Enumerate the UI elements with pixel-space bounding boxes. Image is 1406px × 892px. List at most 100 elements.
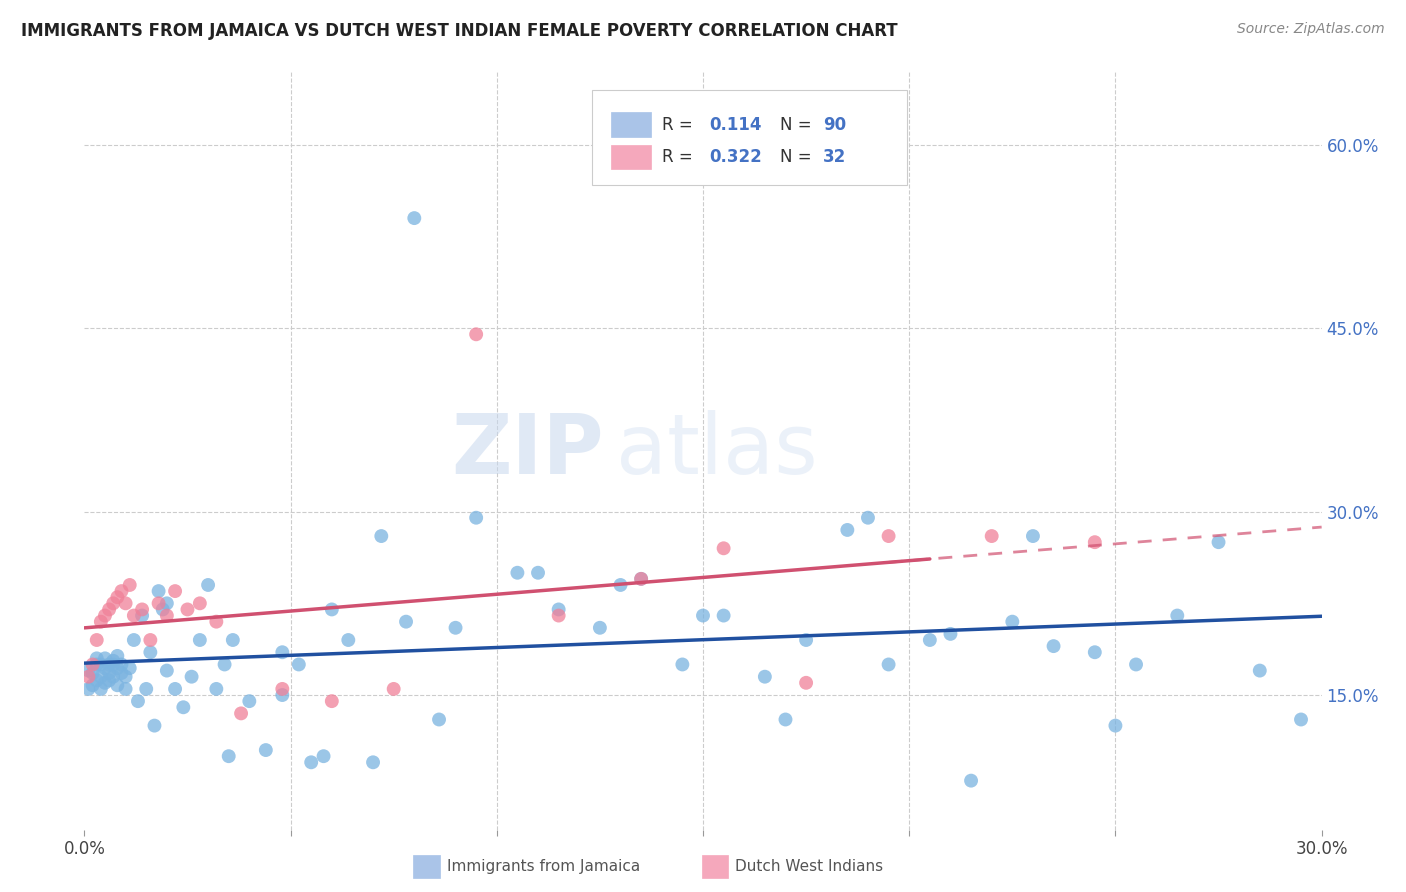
- Point: [794, 633, 817, 648]
- Point: [127, 694, 149, 708]
- Point: [197, 578, 219, 592]
- Point: [165, 584, 187, 599]
- Point: [94, 661, 117, 675]
- Point: [114, 670, 136, 684]
- Point: [135, 681, 157, 696]
- Point: [90, 657, 112, 672]
- Point: [148, 596, 170, 610]
- Point: [382, 681, 405, 696]
- Point: [86, 651, 108, 665]
- Point: [86, 633, 108, 648]
- Text: 90: 90: [823, 116, 846, 134]
- Text: Source: ZipAtlas.com: Source: ZipAtlas.com: [1237, 22, 1385, 37]
- Point: [103, 657, 125, 672]
- Point: [94, 675, 117, 690]
- Point: [465, 327, 488, 342]
- Point: [918, 633, 941, 648]
- Point: [312, 749, 335, 764]
- Point: [271, 681, 294, 696]
- Point: [794, 675, 817, 690]
- Point: [229, 706, 252, 721]
- Point: [877, 529, 900, 543]
- Point: [222, 633, 245, 648]
- Point: [671, 657, 693, 672]
- Point: [152, 602, 174, 616]
- Point: [98, 673, 121, 688]
- Point: [98, 666, 121, 681]
- Text: 0.114: 0.114: [709, 116, 762, 134]
- Point: [547, 602, 569, 616]
- Point: [77, 681, 100, 696]
- Point: [299, 756, 322, 770]
- Point: [214, 657, 236, 672]
- Point: [1022, 529, 1045, 543]
- Point: [114, 596, 136, 610]
- Point: [856, 510, 879, 524]
- Point: [337, 633, 360, 648]
- Point: [370, 529, 392, 543]
- FancyBboxPatch shape: [612, 145, 651, 169]
- FancyBboxPatch shape: [592, 90, 907, 186]
- Point: [122, 608, 145, 623]
- Point: [103, 670, 125, 684]
- Point: [98, 602, 121, 616]
- Point: [94, 608, 117, 623]
- Point: [98, 657, 121, 672]
- Point: [176, 602, 198, 616]
- Point: [254, 743, 277, 757]
- Point: [105, 678, 128, 692]
- Point: [131, 608, 153, 623]
- Text: Immigrants from Jamaica: Immigrants from Jamaica: [447, 859, 640, 873]
- Point: [1084, 535, 1107, 549]
- Point: [110, 657, 132, 672]
- Point: [188, 596, 211, 610]
- Point: [775, 713, 797, 727]
- Point: [110, 666, 132, 681]
- Point: [506, 566, 529, 580]
- Point: [1208, 535, 1230, 549]
- Point: [180, 670, 202, 684]
- Point: [321, 602, 343, 616]
- Point: [1042, 639, 1064, 653]
- Text: 32: 32: [823, 148, 846, 166]
- Point: [105, 661, 128, 675]
- Point: [547, 608, 569, 623]
- Point: [218, 749, 240, 764]
- Text: R =: R =: [662, 148, 699, 166]
- Point: [1001, 615, 1024, 629]
- Point: [395, 615, 418, 629]
- Point: [118, 578, 141, 592]
- Text: 0.322: 0.322: [709, 148, 762, 166]
- Text: Dutch West Indians: Dutch West Indians: [735, 859, 883, 873]
- Point: [86, 673, 108, 688]
- Point: [139, 645, 162, 659]
- Point: [205, 681, 228, 696]
- Point: [321, 694, 343, 708]
- Point: [404, 211, 426, 226]
- Text: N =: N =: [780, 116, 817, 134]
- Point: [122, 633, 145, 648]
- Point: [82, 666, 104, 681]
- Point: [288, 657, 311, 672]
- Point: [131, 602, 153, 616]
- Point: [527, 566, 550, 580]
- Point: [444, 621, 467, 635]
- Point: [148, 584, 170, 599]
- Point: [630, 572, 652, 586]
- Point: [754, 670, 776, 684]
- Point: [156, 596, 179, 610]
- Point: [980, 529, 1002, 543]
- Point: [1104, 718, 1126, 732]
- Point: [427, 713, 450, 727]
- Point: [77, 664, 100, 678]
- Text: ZIP: ZIP: [451, 410, 605, 491]
- Point: [156, 608, 179, 623]
- Text: atlas: atlas: [616, 410, 818, 491]
- Point: [271, 645, 294, 659]
- Point: [114, 681, 136, 696]
- Point: [90, 615, 112, 629]
- Point: [713, 608, 735, 623]
- Point: [82, 678, 104, 692]
- Point: [156, 664, 179, 678]
- Point: [589, 621, 612, 635]
